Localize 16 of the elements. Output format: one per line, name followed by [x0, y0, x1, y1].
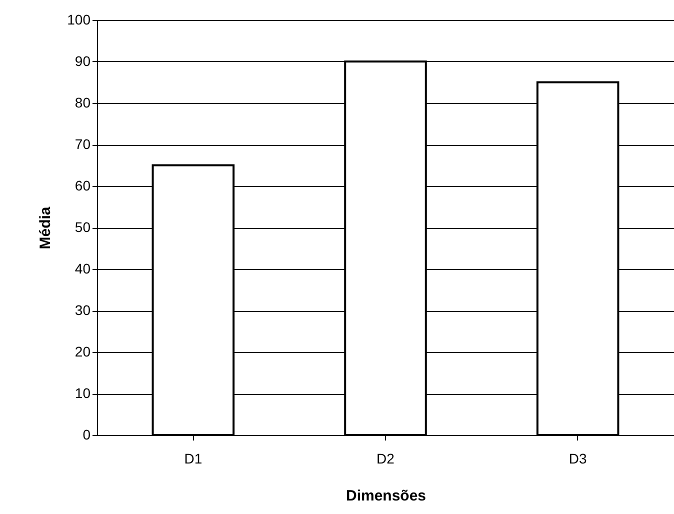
y-tick-label: 80 [74, 94, 91, 110]
x-axis-title: Dimensões [346, 488, 426, 504]
y-tick-label: 90 [74, 53, 91, 69]
y-tick-label: 10 [74, 385, 91, 401]
y-tick-label: 20 [74, 344, 91, 360]
y-tick-label: 0 [82, 426, 91, 442]
x-tick-label: D3 [568, 450, 587, 466]
y-tick-label: 100 [67, 12, 91, 28]
y-tick-label: 70 [74, 136, 91, 152]
y-tick-label: 30 [74, 302, 91, 318]
y-tick-label: 50 [74, 219, 91, 235]
x-tick-label: D1 [184, 450, 202, 466]
x-tick-label: D2 [376, 450, 395, 466]
y-tick-label: 40 [74, 260, 91, 276]
y-tick-label: 60 [74, 178, 91, 194]
y-axis-title: Média [37, 206, 54, 250]
